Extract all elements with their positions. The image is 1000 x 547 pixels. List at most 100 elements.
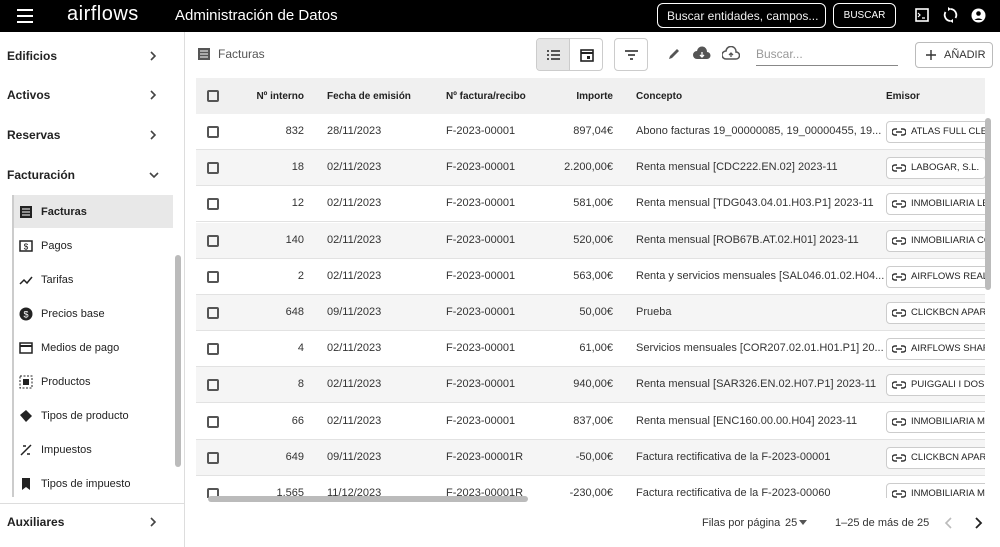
search-button[interactable]: BUSCAR <box>833 3 896 28</box>
emisor-chip[interactable]: AIRFLOWS REAL <box>886 265 985 288</box>
account-icon[interactable] <box>971 8 986 23</box>
rows-per-page-label: Filas por página <box>702 517 781 529</box>
cell: 02/11/2023 <box>327 161 382 174</box>
scrollbar[interactable] <box>175 255 181 467</box>
row[interactable] <box>196 186 985 223</box>
nav-item[interactable]: Tipos de producto <box>41 410 129 422</box>
icon <box>20 206 32 218</box>
row[interactable] <box>196 403 985 440</box>
nav-item[interactable]: Medios de pago <box>41 342 120 354</box>
cell: Abono facturas 19_00000085, 19_00000455,… <box>636 125 882 137</box>
row-checkbox[interactable] <box>207 198 219 211</box>
row-checkbox[interactable] <box>207 126 219 138</box>
row-checkbox[interactable] <box>207 343 219 356</box>
cell: 02/11/2023 <box>327 269 382 282</box>
link-icon <box>892 454 906 462</box>
nav-item[interactable]: Pagos <box>41 240 73 252</box>
row[interactable] <box>196 150 985 187</box>
chevron <box>150 130 157 140</box>
cell: 563,00€ <box>573 269 613 282</box>
nav-item[interactable]: Precios base <box>41 308 105 320</box>
row-checkbox[interactable] <box>207 162 219 175</box>
nav-section[interactable]: Facturación <box>7 168 76 182</box>
row[interactable] <box>196 331 985 368</box>
upload-button[interactable] <box>722 46 740 61</box>
nav-section[interactable]: Activos <box>7 88 51 102</box>
row-checkbox[interactable] <box>207 234 219 247</box>
table-search[interactable]: Buscar... <box>756 47 898 66</box>
row-checkbox[interactable] <box>207 488 219 498</box>
cell: 66 <box>291 414 304 427</box>
emisor-chip[interactable]: CLICKBCN APAR <box>886 446 985 469</box>
divider <box>0 503 184 504</box>
nav-item[interactable]: Tipos de impuesto <box>41 478 131 490</box>
cell: 28/11/2023 <box>327 125 382 137</box>
row[interactable] <box>196 476 985 498</box>
cell: 02/11/2023 <box>327 197 382 210</box>
emisor-chip[interactable]: INMOBILIARIA LE <box>886 193 985 216</box>
cell: 11/12/2023 <box>327 487 382 498</box>
prev-page[interactable] <box>944 517 954 529</box>
terminal-icon[interactable] <box>915 8 929 22</box>
row-checkbox[interactable] <box>207 379 219 392</box>
emisor-chip[interactable]: INMOBILIARIA M <box>886 483 985 498</box>
rows-per-page[interactable]: 25 <box>785 517 798 529</box>
search-input[interactable]: Buscar entidades, campos... <box>657 3 826 28</box>
row[interactable] <box>196 439 985 476</box>
emisor-chip[interactable]: AIRFLOWS SHAR <box>886 338 985 361</box>
cell: 02/11/2023 <box>327 233 382 246</box>
row[interactable] <box>196 114 985 150</box>
nav-section[interactable]: Reservas <box>7 128 61 142</box>
cell: 18 <box>291 161 304 174</box>
nav-item[interactable]: Tarifas <box>41 274 74 286</box>
row[interactable] <box>196 258 985 295</box>
emisor-chip[interactable]: LABOGAR, S.L. <box>886 157 985 180</box>
row-checkbox[interactable] <box>207 270 219 283</box>
cell: 09/11/2023 <box>327 306 382 318</box>
nav-item[interactable]: Impuestos <box>41 444 92 456</box>
cell: F-2023-00001 <box>446 269 516 282</box>
sync-icon[interactable] <box>943 7 958 23</box>
edit-button[interactable] <box>667 47 681 61</box>
nav-section[interactable]: Auxiliares <box>7 515 65 529</box>
cell: Factura rectificativa de la F-2023-00060 <box>636 487 831 498</box>
icon <box>22 478 30 490</box>
nav-item[interactable]: Facturas <box>41 206 87 218</box>
nav-section[interactable]: Edificios <box>7 49 58 63</box>
svg-text:$: $ <box>24 243 29 252</box>
nav-item[interactable]: Productos <box>41 376 91 388</box>
sidebar: Edificios Activos Reservas Facturación F… <box>0 32 185 547</box>
emisor-chip[interactable]: INMOBILIARIA M <box>886 410 985 433</box>
v-scrollbar[interactable] <box>985 118 991 290</box>
select-all[interactable] <box>207 90 219 102</box>
list-view[interactable] <box>537 39 570 70</box>
emisor-chip[interactable]: INMOBILIARIA CO <box>886 229 985 252</box>
row[interactable] <box>196 295 985 331</box>
calendar-view[interactable] <box>580 48 594 62</box>
cell: Prueba <box>636 306 672 318</box>
cell: 50,00€ <box>579 306 613 318</box>
row[interactable] <box>196 222 985 259</box>
row-checkbox[interactable] <box>207 307 219 319</box>
next-page[interactable] <box>973 517 983 529</box>
filter-button[interactable] <box>614 38 648 71</box>
cell: 649 <box>285 450 304 463</box>
menu-button[interactable] <box>17 9 33 23</box>
cell: 581,00€ <box>573 197 613 210</box>
row[interactable] <box>196 367 985 404</box>
h-scrollbar[interactable] <box>208 496 528 502</box>
emisor-chip[interactable]: ATLAS FULL CLE <box>886 121 985 143</box>
cell: Renta mensual [CDC222.EN.02] 2023-11 <box>636 161 838 174</box>
logo: airflows <box>67 3 139 25</box>
chevron <box>149 172 159 179</box>
cell: F-2023-00001 <box>446 378 516 391</box>
cell: 4 <box>297 342 304 355</box>
row-checkbox[interactable] <box>207 415 219 428</box>
emisor-chip[interactable]: CLICKBCN APAR <box>886 302 985 324</box>
icon <box>20 410 32 422</box>
download-button[interactable] <box>693 46 711 61</box>
header-row <box>196 78 985 114</box>
emisor-chip[interactable]: PUIGGALI I DOS <box>886 374 985 397</box>
add-button[interactable]: AÑADIR <box>915 42 993 68</box>
row-checkbox[interactable] <box>207 451 219 464</box>
